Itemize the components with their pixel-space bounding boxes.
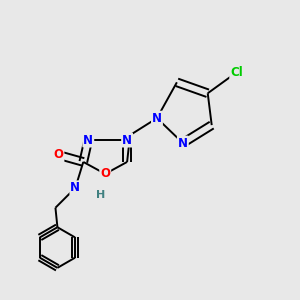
Text: O: O xyxy=(53,148,63,161)
Text: H: H xyxy=(96,190,105,200)
Text: N: N xyxy=(178,136,188,149)
Text: N: N xyxy=(83,134,93,146)
Text: N: N xyxy=(70,181,80,194)
Text: O: O xyxy=(100,167,110,180)
Text: Cl: Cl xyxy=(230,66,243,79)
Text: N: N xyxy=(152,112,162,124)
Text: N: N xyxy=(122,134,132,146)
